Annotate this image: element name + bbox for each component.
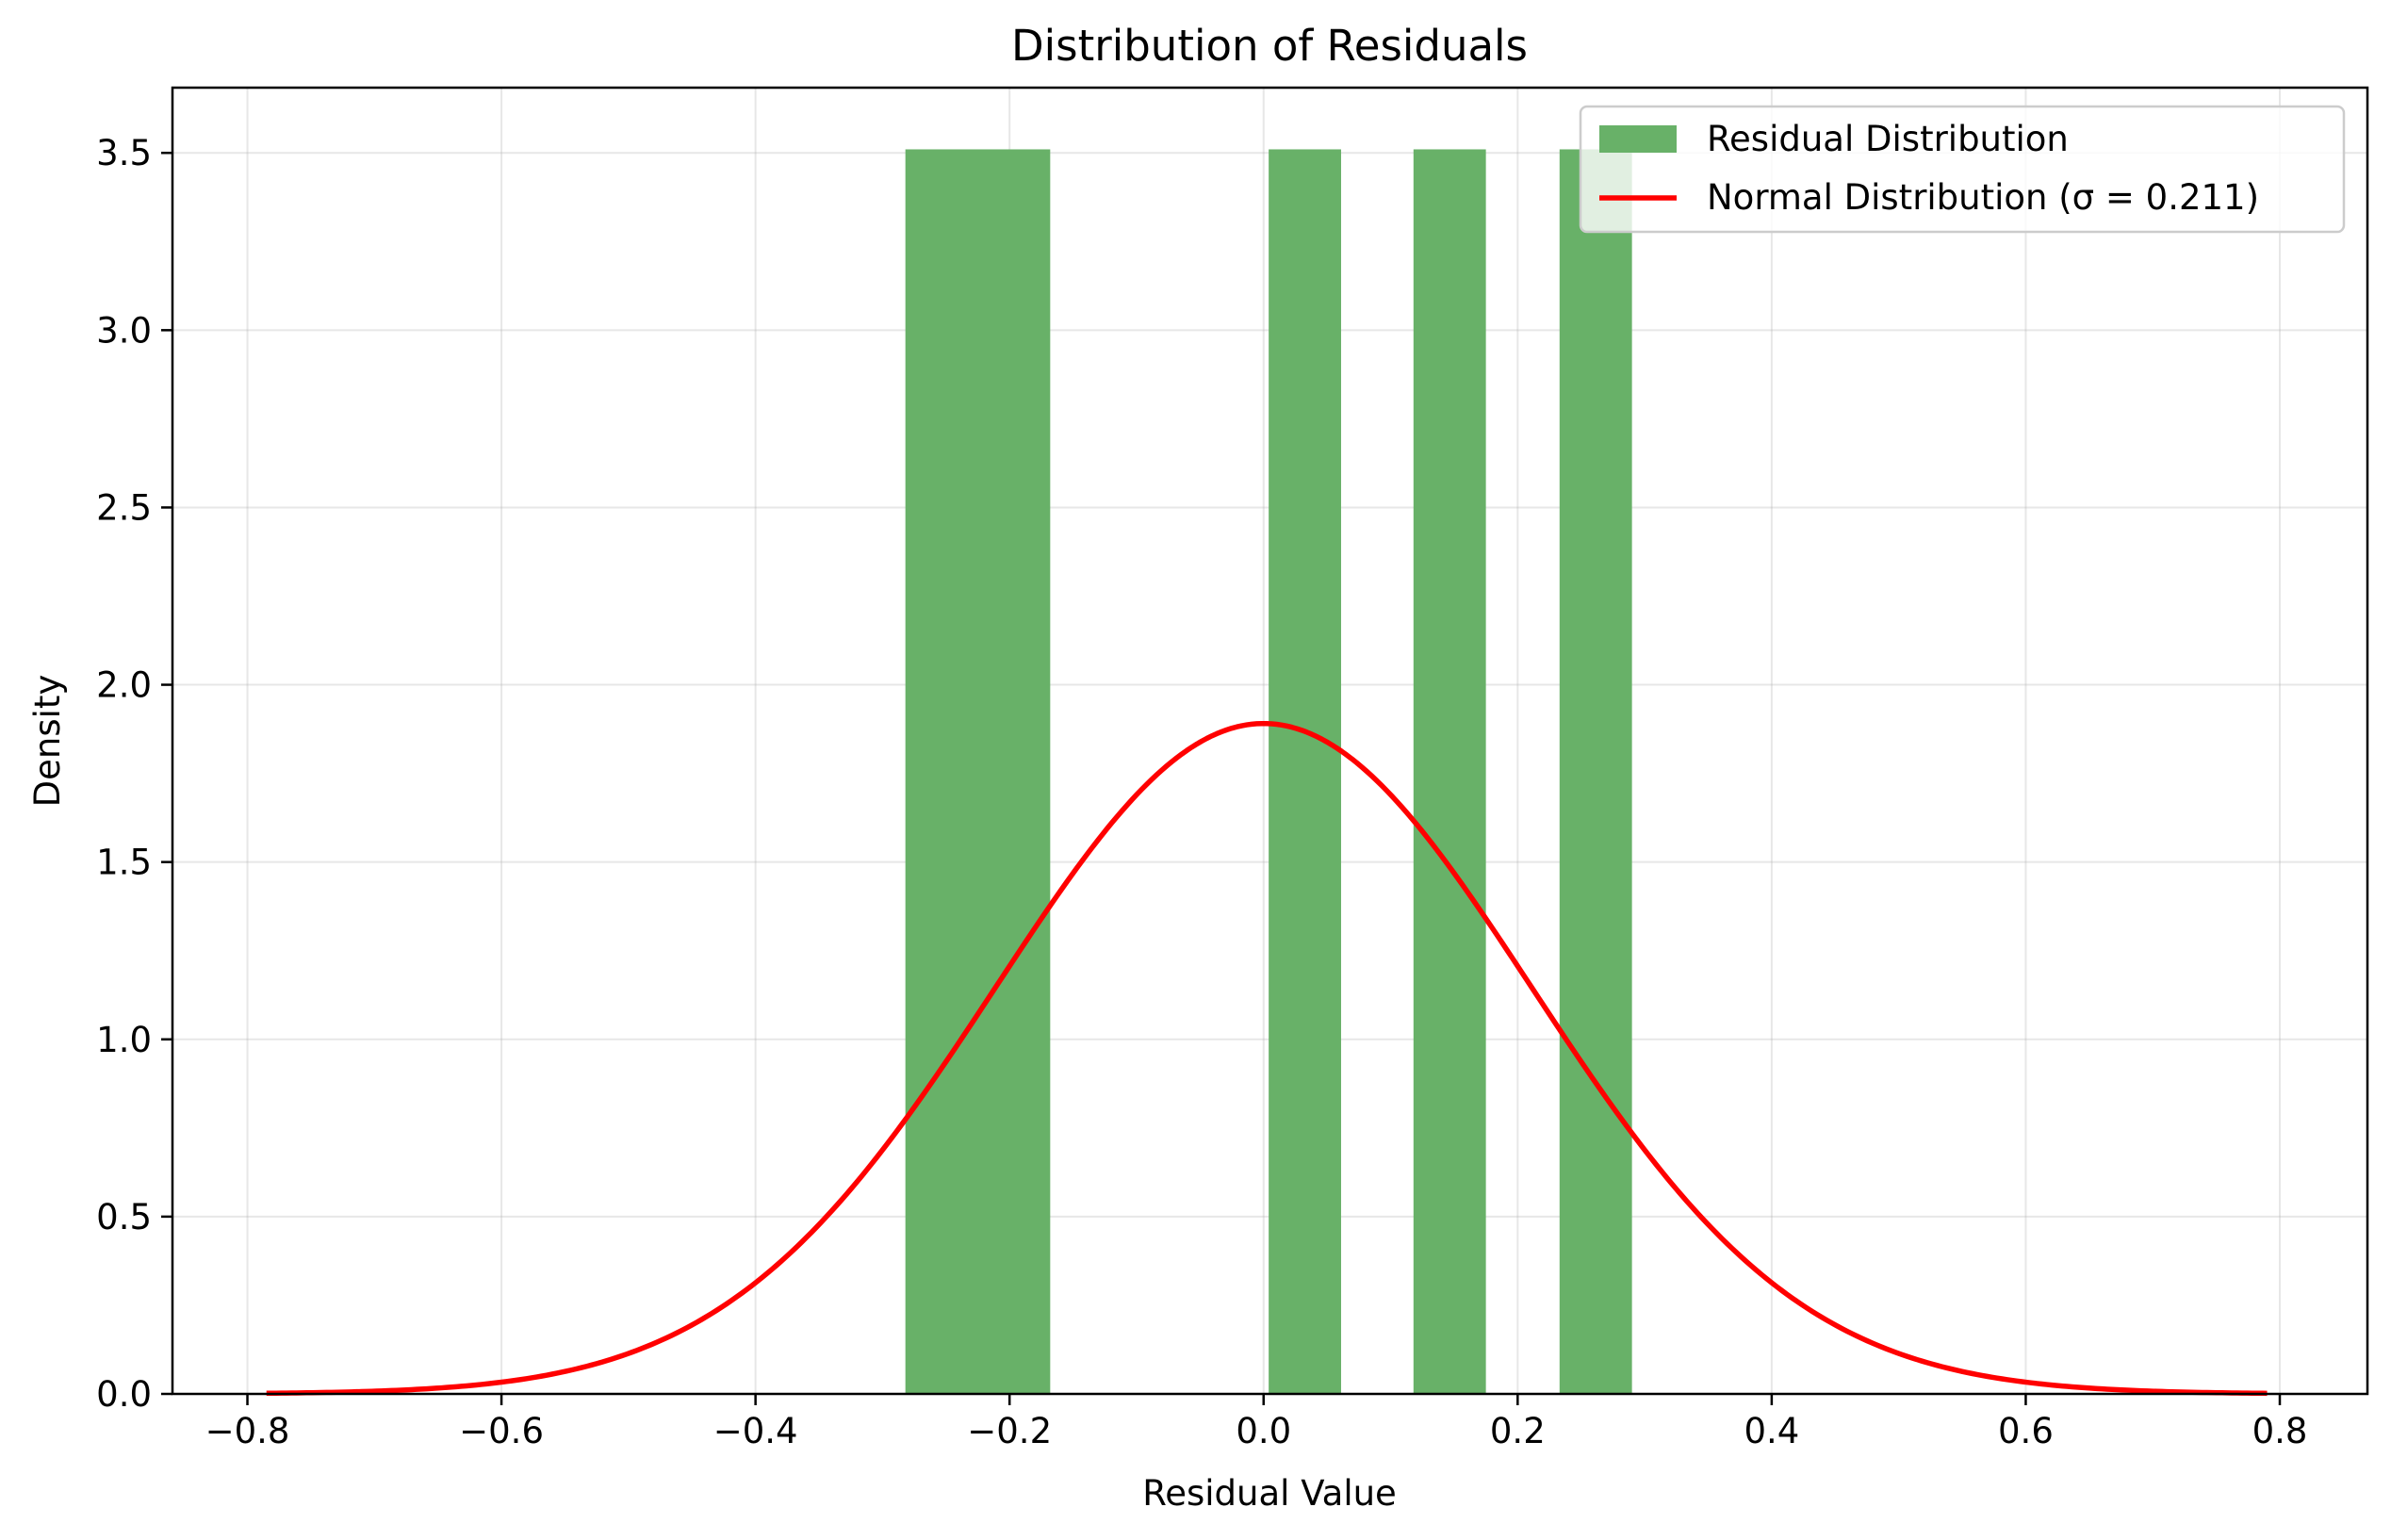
normal-distribution-curve <box>266 720 2268 1397</box>
legend: Residual Distribution Normal Distributio… <box>1579 105 2346 234</box>
x-tick-label: −0.8 <box>205 1411 290 1451</box>
y-axis-label: Density <box>27 675 68 808</box>
histogram-bar <box>1559 149 1632 1395</box>
histogram-bar <box>1269 149 1341 1395</box>
y-axis-ticks: 0.0 0.5 1.0 1.5 2.0 2.5 3.0 3.5 <box>96 133 172 1415</box>
x-tick-label: −0.2 <box>967 1411 1052 1451</box>
y-tick-label: 3.5 <box>96 133 152 173</box>
histogram-bar <box>905 149 978 1395</box>
y-tick-label: 1.0 <box>96 1020 152 1060</box>
chart-title: Distribution of Residuals <box>1011 21 1528 71</box>
plot-frame <box>171 86 2369 1396</box>
x-tick-label: 0.4 <box>1744 1411 1799 1451</box>
histogram-bars <box>905 149 1632 1395</box>
y-tick-label: 0.0 <box>96 1374 152 1415</box>
normal-curve-layer <box>266 720 2268 1397</box>
legend-label-histogram: Residual Distribution <box>1707 119 2069 159</box>
x-tick-label: −0.6 <box>459 1411 544 1451</box>
legend-box <box>1579 105 2346 234</box>
x-tick-label: 0.6 <box>1998 1411 2054 1451</box>
histogram-bar <box>977 149 1051 1395</box>
x-tick-label: 0.0 <box>1236 1411 1291 1451</box>
histogram-bar <box>1413 149 1486 1395</box>
legend-label-normal-curve: Normal Distribution (σ = 0.211) <box>1707 177 2259 218</box>
x-tick-label: −0.4 <box>713 1411 798 1451</box>
y-tick-label: 3.0 <box>96 310 152 351</box>
y-tick-label: 2.5 <box>96 487 152 528</box>
y-tick-label: 1.5 <box>96 843 152 883</box>
x-tick-label: 0.2 <box>1490 1411 1546 1451</box>
x-axis-label: Residual Value <box>1142 1473 1397 1514</box>
y-tick-label: 0.5 <box>96 1197 152 1237</box>
legend-swatch-histogram <box>1599 125 1677 153</box>
x-tick-label: 0.8 <box>2252 1411 2308 1451</box>
x-axis-ticks: −0.8 −0.6 −0.4 −0.2 0.0 0.2 0.4 0.6 0.8 <box>205 1394 2308 1451</box>
y-tick-label: 2.0 <box>96 665 152 706</box>
